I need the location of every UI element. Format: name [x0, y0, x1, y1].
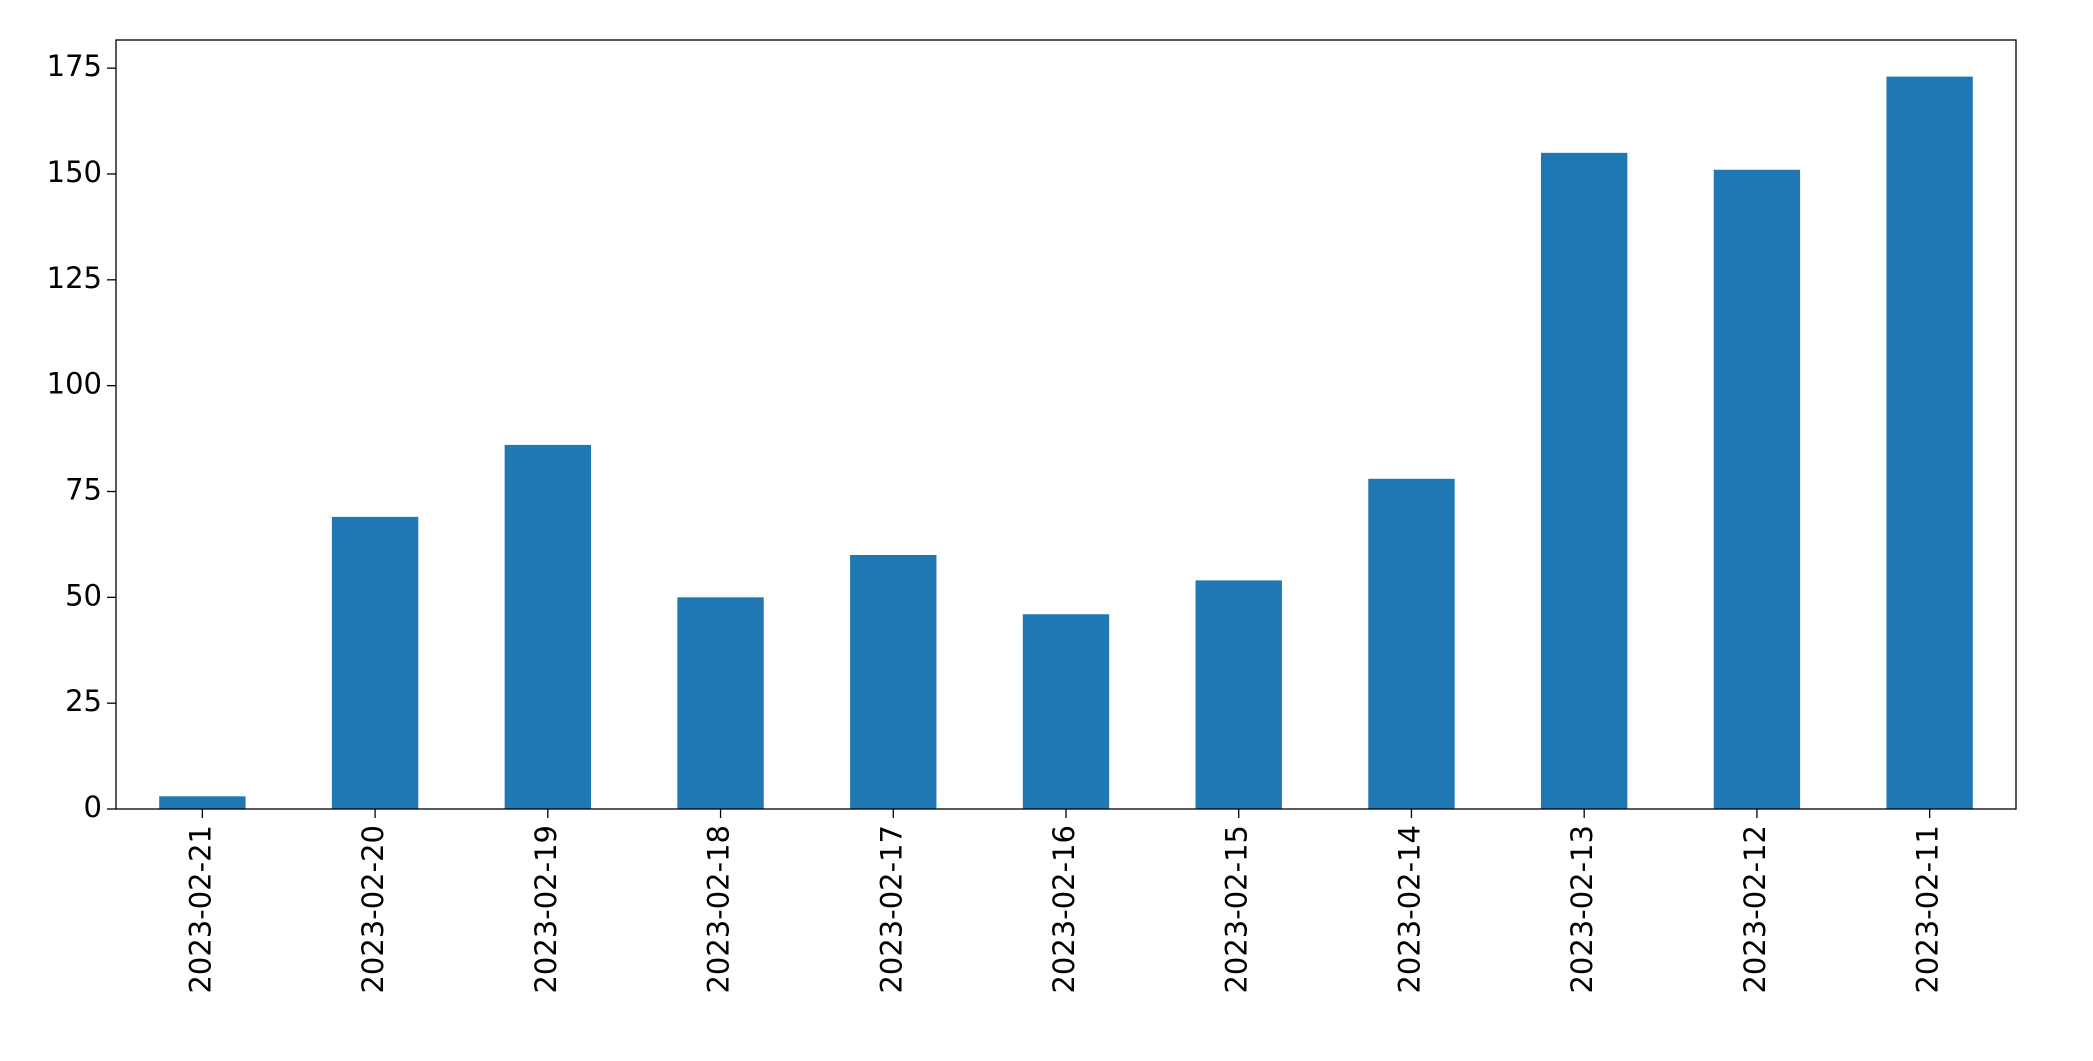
- x-tick-label: 2023-02-19: [529, 825, 563, 994]
- bar: [504, 444, 591, 809]
- x-tick-label: 2023-02-12: [1738, 825, 1772, 994]
- x-tick-label: 2023-02-13: [1565, 825, 1599, 994]
- x-tick-label: 2023-02-21: [183, 825, 217, 994]
- plot-frame: [115, 39, 2017, 810]
- x-tick-label: 2023-02-11: [1911, 825, 1945, 994]
- y-tick-label: 50: [65, 578, 102, 612]
- x-tick-label: 2023-02-14: [1392, 825, 1426, 994]
- bar: [1541, 152, 1628, 809]
- bar: [677, 597, 764, 809]
- y-tick-label: 175: [47, 49, 102, 83]
- x-tick-label: 2023-02-16: [1047, 825, 1081, 994]
- bar: [850, 554, 937, 809]
- bar: [1368, 478, 1455, 809]
- y-tick-label: 25: [65, 684, 102, 718]
- x-tick-label: 2023-02-15: [1220, 825, 1254, 994]
- bar: [1713, 169, 1801, 809]
- bar: [159, 796, 246, 809]
- bar: [1022, 614, 1110, 809]
- bar: [331, 516, 419, 809]
- y-tick-label: 150: [47, 155, 102, 189]
- x-tick-label: 2023-02-17: [874, 825, 908, 994]
- bar: [1195, 580, 1282, 809]
- y-tick-label: 125: [47, 261, 102, 295]
- y-tick-label: 75: [65, 472, 102, 506]
- x-tick-label: 2023-02-20: [356, 825, 390, 994]
- y-tick-label: 100: [47, 367, 102, 401]
- y-tick-label: 0: [84, 790, 102, 824]
- bar: [1886, 76, 1973, 810]
- x-tick-label: 2023-02-18: [702, 825, 736, 994]
